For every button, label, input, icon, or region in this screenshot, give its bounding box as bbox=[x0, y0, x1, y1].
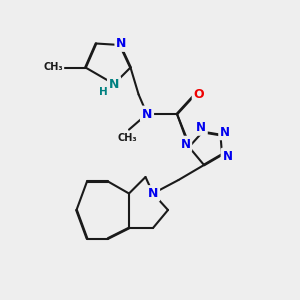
Text: N: N bbox=[220, 125, 230, 139]
Text: N: N bbox=[109, 77, 119, 91]
Text: N: N bbox=[180, 137, 190, 151]
Text: N: N bbox=[116, 37, 127, 50]
Text: N: N bbox=[196, 121, 206, 134]
Text: H: H bbox=[99, 87, 108, 98]
Text: N: N bbox=[142, 107, 152, 121]
Text: N: N bbox=[222, 149, 233, 163]
Text: CH₃: CH₃ bbox=[118, 133, 137, 143]
Text: CH₃: CH₃ bbox=[44, 62, 63, 72]
Text: O: O bbox=[194, 88, 204, 101]
Text: N: N bbox=[148, 187, 158, 200]
